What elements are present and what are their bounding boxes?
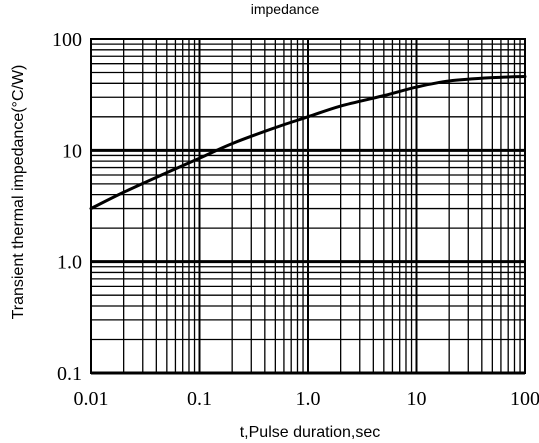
y-tick-label: 100 xyxy=(52,29,82,51)
plot-frame xyxy=(90,38,526,374)
x-tick-labels: 0.01 0.1 1.0 10 100 xyxy=(74,388,539,410)
y-tick-label: 1.0 xyxy=(57,252,82,274)
x-tick-label: 0.01 xyxy=(74,388,109,410)
y-tick-labels: 0.1 1.0 10 100 xyxy=(52,29,82,385)
x-tick-label: 0.1 xyxy=(187,388,212,410)
y-axis-label: Transient thermal impedance(°C/W) xyxy=(10,65,27,320)
series-line xyxy=(89,75,527,211)
x-tick-label: 10 xyxy=(407,388,427,410)
x-tick-label: 100 xyxy=(510,388,539,410)
x-tick-label: 1.0 xyxy=(296,388,321,410)
y-tick-label: 0.1 xyxy=(57,363,82,385)
y-tick-label: 10 xyxy=(62,140,82,162)
chart-title: impedance xyxy=(251,1,320,17)
x-axis-label: t,Pulse duration,sec xyxy=(240,424,381,441)
